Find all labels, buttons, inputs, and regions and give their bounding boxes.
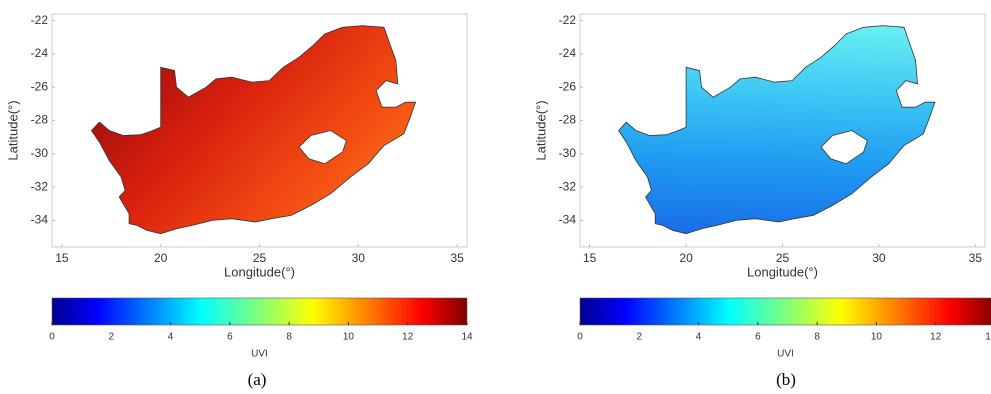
colorbar-tick-label: 6 bbox=[755, 332, 761, 343]
x-tick-label: 25 bbox=[253, 251, 267, 265]
colorbar-tick-label: 10 bbox=[871, 332, 883, 343]
colorbar-tick-label: 12 bbox=[930, 332, 942, 343]
colorbar-tick-label: 0 bbox=[577, 332, 583, 343]
colorbar bbox=[51, 297, 468, 326]
panel-label: (a) bbox=[248, 370, 267, 389]
y-tick-label: -28 bbox=[31, 113, 49, 127]
colorbar-tick-label: 2 bbox=[637, 332, 643, 343]
y-tick-label: -22 bbox=[31, 13, 49, 27]
colorbar-tick-label: 8 bbox=[814, 332, 820, 343]
y-tick-label: -26 bbox=[31, 79, 49, 93]
x-tick-label: 30 bbox=[872, 251, 886, 265]
x-tick-label: 25 bbox=[776, 251, 790, 265]
y-tick-label: -30 bbox=[31, 146, 49, 160]
colorbar-tick-label: 4 bbox=[168, 332, 174, 343]
colorbar bbox=[579, 297, 991, 326]
y-tick-label: -22 bbox=[559, 13, 577, 27]
colorbar-label: UVI bbox=[251, 349, 268, 360]
x-axis-label: Longitude(°) bbox=[747, 264, 818, 279]
y-tick-label: -30 bbox=[559, 146, 577, 160]
y-axis-label: Latitude(°) bbox=[533, 100, 548, 160]
x-tick-label: 20 bbox=[679, 251, 693, 265]
colorbar-tick-label: 12 bbox=[402, 332, 414, 343]
colorbar-tick-label: 6 bbox=[227, 332, 233, 343]
x-tick-label: 15 bbox=[583, 251, 597, 265]
panel-label: (b) bbox=[776, 370, 796, 389]
map-panel: 15 20 25 30 35-22-24-26-28-30-32-34Longitude… bbox=[5, 13, 473, 389]
x-tick-label: 35 bbox=[450, 251, 464, 265]
y-tick-label: -24 bbox=[559, 46, 577, 60]
colorbar-tick-label: 1 bbox=[985, 332, 991, 343]
y-tick-label: -26 bbox=[559, 79, 577, 93]
country-fill bbox=[90, 25, 417, 235]
colorbar-tick-label: 10 bbox=[343, 332, 355, 343]
colorbar-tick-label: 0 bbox=[49, 332, 55, 343]
x-tick-label: 20 bbox=[154, 251, 168, 265]
colorbar-tick-label: 2 bbox=[109, 332, 115, 343]
colorbar-label: UVI bbox=[777, 349, 794, 360]
x-tick-label: 35 bbox=[969, 251, 983, 265]
map-panel: 15 20 25 30 35-22-24-26-28-30-32-34Longitude… bbox=[533, 13, 991, 389]
x-tick-label: 15 bbox=[55, 251, 69, 265]
y-tick-label: -32 bbox=[559, 179, 577, 193]
colorbar-tick-label: 4 bbox=[696, 332, 702, 343]
y-tick-label: -32 bbox=[31, 179, 49, 193]
y-axis-label: Latitude(°) bbox=[5, 100, 20, 160]
y-tick-label: -28 bbox=[559, 113, 577, 127]
x-tick-label: 30 bbox=[352, 251, 366, 265]
y-tick-label: -34 bbox=[31, 213, 49, 227]
country-fill bbox=[618, 25, 936, 235]
colorbar-tick-label: 8 bbox=[286, 332, 292, 343]
colorbar-tick-label: 14 bbox=[461, 332, 473, 343]
y-tick-label: -34 bbox=[559, 213, 577, 227]
x-axis-label: Longitude(°) bbox=[224, 264, 295, 279]
y-tick-label: -24 bbox=[31, 46, 49, 60]
